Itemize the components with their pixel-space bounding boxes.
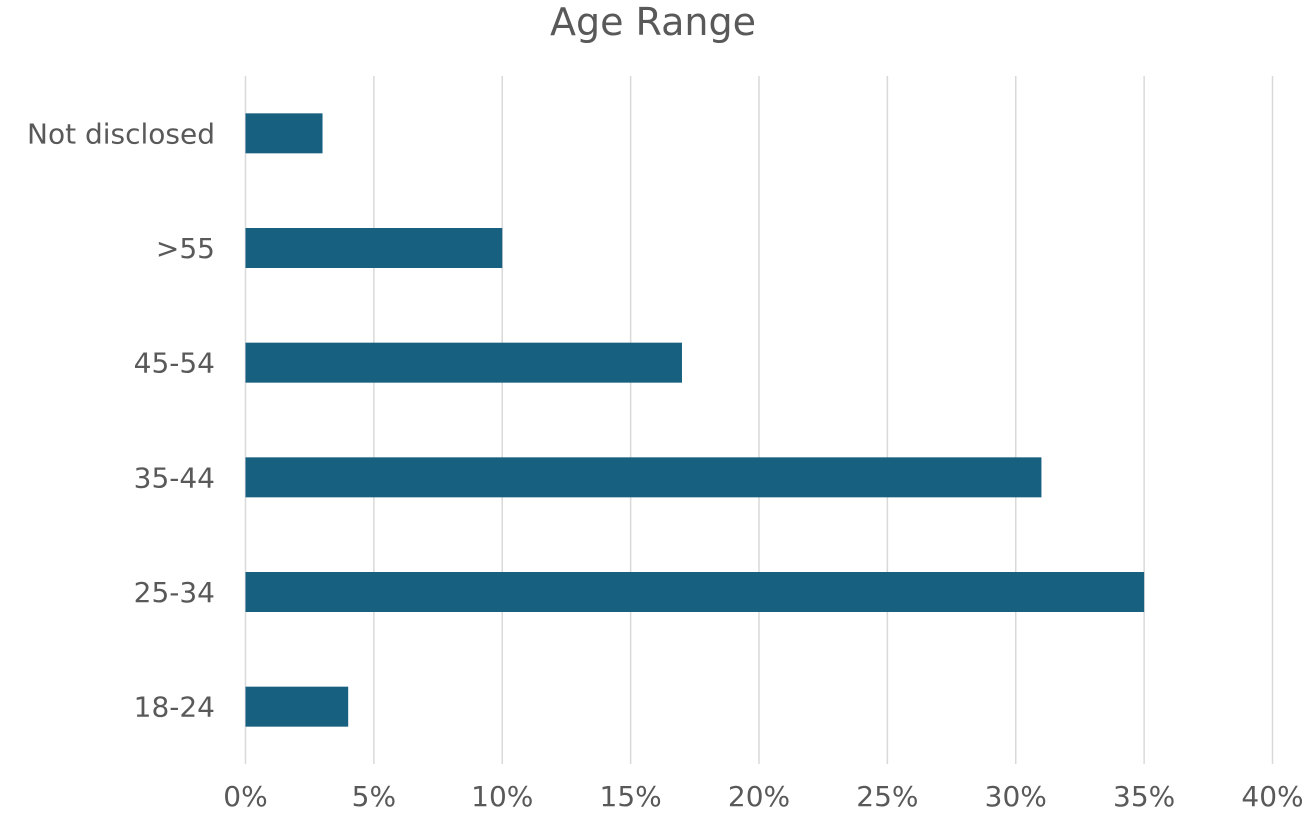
x-tick-label: 30% — [985, 780, 1047, 813]
x-tick-label: 15% — [600, 780, 662, 813]
y-category-label: Not disclosed — [27, 117, 215, 150]
x-tick-label: 10% — [471, 780, 533, 813]
y-category-label: 25-34 — [134, 576, 215, 609]
x-tick-label: 20% — [728, 780, 790, 813]
y-category-label: 45-54 — [134, 347, 215, 380]
bar->55 — [245, 228, 503, 268]
bar-25-34 — [245, 572, 1145, 612]
x-tick-label: 0% — [223, 780, 267, 813]
x-tick-label: 40% — [1241, 780, 1303, 813]
x-tick-label: 5% — [352, 780, 396, 813]
bar-Not disclosed — [245, 113, 323, 154]
x-tick-label: 25% — [856, 780, 918, 813]
bar-35-44 — [245, 457, 1042, 498]
bar-45-54 — [245, 342, 682, 383]
bar-18-24 — [245, 686, 349, 727]
x-tick-label: 35% — [1113, 780, 1175, 813]
chart-title: Age Range — [549, 0, 756, 44]
y-category-label: 18-24 — [134, 691, 215, 724]
y-category-label: 35-44 — [134, 461, 215, 494]
y-category-label: >55 — [156, 232, 215, 265]
